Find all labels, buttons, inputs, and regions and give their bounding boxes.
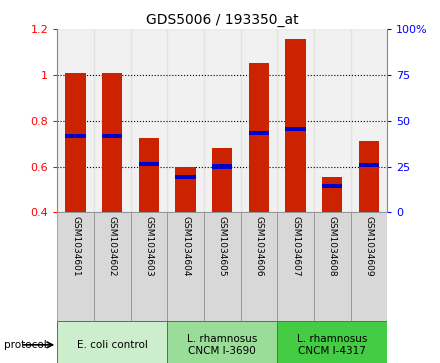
FancyBboxPatch shape — [94, 212, 131, 321]
Bar — [57, 29, 94, 212]
Title: GDS5006 / 193350_at: GDS5006 / 193350_at — [146, 13, 298, 26]
Text: GSM1034608: GSM1034608 — [328, 216, 337, 276]
Text: L. rhamnosus
CNCM I-4317: L. rhamnosus CNCM I-4317 — [297, 334, 367, 356]
Bar — [102, 134, 122, 138]
Bar — [359, 141, 379, 212]
Bar — [212, 148, 232, 212]
Bar — [167, 29, 204, 212]
FancyBboxPatch shape — [204, 212, 241, 321]
FancyBboxPatch shape — [167, 212, 204, 321]
Text: GSM1034604: GSM1034604 — [181, 216, 190, 276]
Bar — [351, 29, 387, 212]
Bar — [66, 134, 86, 138]
Text: GSM1034605: GSM1034605 — [218, 216, 227, 276]
Text: GSM1034601: GSM1034601 — [71, 216, 80, 276]
FancyBboxPatch shape — [277, 212, 314, 321]
Bar — [359, 163, 379, 167]
Bar — [286, 127, 306, 131]
Bar — [322, 184, 342, 188]
Bar — [176, 167, 196, 212]
FancyBboxPatch shape — [241, 212, 277, 321]
FancyBboxPatch shape — [314, 212, 351, 321]
Text: protocol: protocol — [4, 340, 47, 350]
Text: L. rhamnosus
CNCM I-3690: L. rhamnosus CNCM I-3690 — [187, 334, 257, 356]
Bar — [131, 29, 167, 212]
Text: GSM1034609: GSM1034609 — [364, 216, 374, 276]
Text: GSM1034603: GSM1034603 — [144, 216, 154, 276]
Bar — [212, 164, 232, 168]
Bar — [102, 73, 122, 212]
Bar — [286, 39, 306, 212]
Bar — [322, 177, 342, 212]
Bar — [94, 29, 131, 212]
Bar — [249, 131, 269, 135]
Text: E. coli control: E. coli control — [77, 340, 148, 350]
FancyBboxPatch shape — [57, 321, 167, 363]
Text: GSM1034607: GSM1034607 — [291, 216, 300, 276]
Bar — [241, 29, 277, 212]
FancyBboxPatch shape — [277, 321, 387, 363]
Bar — [66, 73, 86, 212]
Text: GSM1034606: GSM1034606 — [254, 216, 264, 276]
Bar — [204, 29, 241, 212]
Bar — [277, 29, 314, 212]
Bar — [139, 138, 159, 212]
FancyBboxPatch shape — [57, 212, 94, 321]
Bar — [176, 175, 196, 179]
FancyBboxPatch shape — [131, 212, 167, 321]
Bar — [139, 162, 159, 166]
Text: GSM1034602: GSM1034602 — [108, 216, 117, 276]
FancyBboxPatch shape — [351, 212, 387, 321]
FancyBboxPatch shape — [167, 321, 277, 363]
Bar — [249, 64, 269, 212]
Bar — [314, 29, 351, 212]
